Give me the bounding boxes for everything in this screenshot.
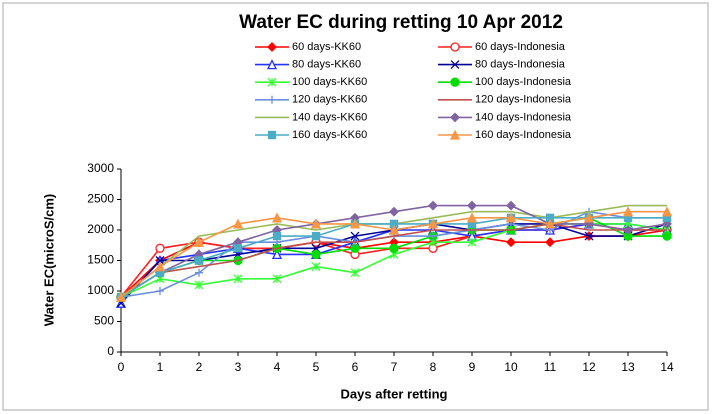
x-tick-label: 7 (391, 360, 398, 374)
x-tick-label: 14 (660, 360, 674, 374)
legend-label: 120 days-Indonesia (475, 94, 572, 106)
legend-label: 60 days-Indonesia (475, 41, 566, 53)
x-tick-label: 12 (582, 360, 596, 374)
marker (449, 129, 461, 140)
series-line (120, 223, 667, 298)
marker (267, 77, 277, 87)
marker (350, 268, 360, 278)
marker (195, 268, 203, 277)
marker (267, 130, 277, 140)
marker (584, 231, 594, 241)
marker (450, 42, 460, 52)
marker (467, 237, 477, 247)
marker (467, 200, 477, 211)
legend-label: 100 days-KK60 (292, 76, 367, 88)
marker (544, 218, 556, 229)
legend-label: 160 days-KK60 (292, 129, 367, 141)
marker (389, 243, 399, 253)
marker (272, 274, 282, 284)
marker (155, 256, 165, 265)
marker (583, 212, 595, 223)
legend-label: 100 days-Indonesia (475, 76, 572, 88)
marker (233, 274, 243, 284)
legend-label: 80 days-KK60 (292, 59, 361, 71)
marker (466, 212, 478, 223)
y-axis-title: Water EC(microS/cm) (41, 194, 56, 326)
marker (266, 59, 278, 70)
marker (156, 287, 164, 295)
legend-label: 140 days-Indonesia (475, 111, 572, 123)
marker (310, 218, 322, 229)
legend-label: 80 days-Indonesia (475, 59, 566, 71)
y-tick-label: 2000 (87, 222, 114, 236)
marker (271, 248, 283, 260)
x-tick-label: 3 (235, 360, 242, 374)
marker (450, 112, 460, 123)
y-tick-label: 1500 (87, 253, 114, 267)
x-tick-label: 1 (157, 360, 164, 374)
x-tick-label: 0 (118, 360, 125, 374)
x-tick-label: 6 (352, 360, 359, 374)
chart-title: Water EC during retting 10 Apr 2012 (239, 12, 563, 33)
y-tick-label: 3000 (87, 161, 114, 175)
marker (622, 206, 634, 217)
marker (350, 231, 360, 241)
x-tick-label: 13 (621, 360, 635, 374)
marker (267, 42, 277, 52)
y-tick-label: 0 (107, 344, 114, 358)
marker (428, 200, 438, 211)
marker (271, 212, 283, 223)
x-tick-label: 4 (274, 360, 281, 374)
marker (154, 261, 166, 272)
marker (506, 237, 516, 248)
marker (272, 231, 282, 241)
marker (429, 232, 437, 241)
marker (194, 280, 204, 290)
x-tick-label: 9 (469, 360, 476, 374)
marker (623, 225, 633, 235)
marker (155, 243, 165, 253)
marker (450, 60, 460, 70)
y-tick-label: 2500 (87, 192, 114, 206)
marker (662, 231, 672, 241)
marker (389, 206, 399, 217)
y-tick-label: 1000 (87, 283, 114, 297)
legend-label: 160 days-Indonesia (475, 129, 572, 141)
marker (311, 231, 321, 241)
legend-label: 120 days-KK60 (292, 94, 367, 106)
marker (268, 95, 276, 104)
marker (232, 218, 244, 229)
y-tick-label: 500 (94, 314, 114, 328)
marker (661, 206, 673, 217)
marker (311, 249, 321, 260)
marker (450, 77, 460, 87)
marker (311, 262, 321, 272)
marker (233, 244, 243, 253)
marker (194, 256, 204, 265)
marker (193, 236, 205, 247)
marker (545, 237, 555, 248)
x-tick-label: 11 (544, 360, 557, 374)
legend-label: 140 days-KK60 (292, 111, 367, 123)
marker (115, 291, 127, 302)
marker (388, 224, 400, 235)
x-tick-label: 8 (430, 360, 437, 374)
legend-label: 60 days-KK60 (292, 41, 361, 53)
marker (349, 218, 361, 229)
x-tick-label: 5 (313, 360, 320, 374)
x-tick-label: 10 (504, 360, 518, 374)
marker (505, 212, 517, 223)
marker (506, 200, 516, 211)
x-axis-title: Days after retting (341, 386, 448, 401)
x-tick-label: 2 (196, 360, 203, 374)
marker (427, 218, 439, 229)
